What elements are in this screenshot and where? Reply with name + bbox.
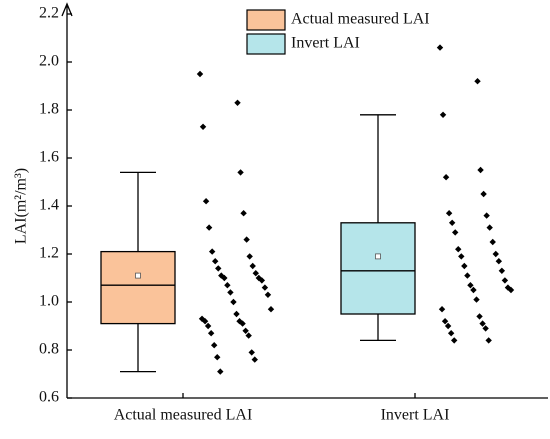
point <box>495 258 503 265</box>
point <box>227 289 234 296</box>
point <box>436 44 444 51</box>
point <box>210 342 218 349</box>
legend-swatch <box>246 9 286 31</box>
point <box>207 330 215 337</box>
point <box>245 332 252 339</box>
mean <box>375 253 381 260</box>
point <box>464 272 471 279</box>
point <box>486 224 493 231</box>
point <box>237 169 244 176</box>
point <box>442 174 450 181</box>
point <box>252 270 259 277</box>
point <box>249 262 256 270</box>
point <box>450 337 458 344</box>
point <box>455 246 462 253</box>
y-tick-label: 1.0 <box>39 293 59 310</box>
x-tick-label: Actual measured LAI <box>114 407 253 424</box>
point <box>202 198 210 205</box>
point <box>243 236 250 243</box>
point <box>479 320 486 327</box>
point <box>498 267 506 274</box>
legend-label: Actual measured LAI <box>291 11 430 28</box>
point <box>258 277 266 284</box>
point <box>217 368 224 375</box>
point <box>467 282 474 289</box>
y-axis-label: LAI(m²/m³) <box>13 168 30 244</box>
y-tick-label: 0.6 <box>39 389 59 406</box>
point <box>461 262 468 270</box>
y-tick-label: 1.2 <box>39 245 59 262</box>
point <box>485 337 492 344</box>
box <box>100 250 176 325</box>
point <box>240 210 247 217</box>
mean <box>135 272 141 279</box>
point <box>221 274 228 282</box>
point <box>444 322 452 330</box>
point <box>507 286 515 294</box>
point <box>492 250 499 258</box>
point <box>251 356 258 363</box>
point <box>480 190 487 198</box>
point <box>476 313 483 320</box>
point <box>246 253 253 260</box>
point <box>201 318 209 325</box>
point <box>447 330 455 337</box>
point <box>208 248 216 255</box>
point <box>458 253 465 260</box>
y-tick-label: 1.8 <box>39 101 59 118</box>
point <box>267 306 275 313</box>
point <box>204 322 212 330</box>
point <box>448 219 456 226</box>
point <box>214 354 221 361</box>
point <box>205 224 213 231</box>
point <box>215 265 222 272</box>
y-axis <box>61 2 73 398</box>
box <box>340 222 416 315</box>
point <box>212 258 219 265</box>
point <box>264 291 272 298</box>
point <box>242 327 249 334</box>
point <box>233 310 240 318</box>
point <box>248 349 255 356</box>
y-tick-label: 2.0 <box>39 53 59 70</box>
point <box>239 320 246 327</box>
y-tick-label: 0.8 <box>39 341 59 358</box>
point <box>198 315 206 322</box>
point <box>473 296 480 303</box>
point <box>261 284 269 291</box>
y-tick-label: 1.4 <box>39 197 59 214</box>
point <box>441 318 449 325</box>
point <box>438 306 446 313</box>
point <box>452 229 459 236</box>
point <box>470 286 477 294</box>
point <box>483 212 490 219</box>
y-tick-label: 2.2 <box>39 5 59 22</box>
legend-label: Invert LAI <box>291 35 360 52</box>
x-tick-label: Invert LAI <box>381 407 450 424</box>
point <box>482 325 489 332</box>
legend-swatch <box>246 33 286 55</box>
y-tick-label: 1.6 <box>39 149 59 166</box>
point <box>501 277 509 284</box>
point <box>199 123 207 130</box>
point <box>196 70 204 78</box>
point <box>439 111 447 118</box>
point <box>445 210 453 217</box>
point <box>474 78 481 85</box>
point <box>224 282 231 289</box>
point <box>489 238 496 246</box>
point <box>230 298 237 306</box>
point <box>234 99 241 106</box>
point <box>477 166 484 174</box>
